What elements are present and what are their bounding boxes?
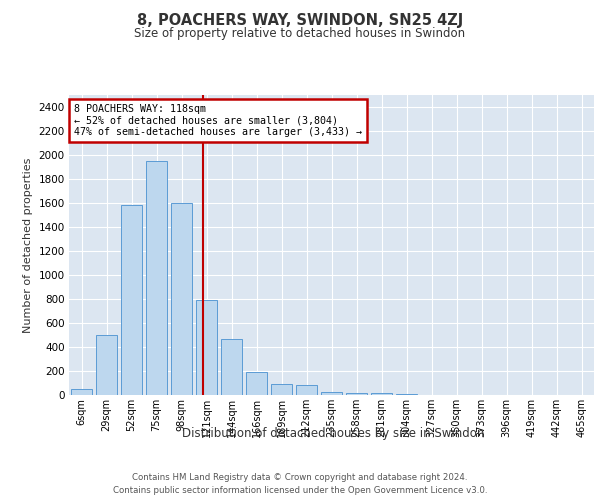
Bar bbox=[346, 392, 367, 395]
Text: 8 POACHERS WAY: 118sqm
← 52% of detached houses are smaller (3,804)
47% of semi-: 8 POACHERS WAY: 118sqm ← 52% of detached… bbox=[74, 104, 362, 137]
Bar bbox=[321, 392, 342, 395]
Bar bbox=[71, 389, 92, 395]
Bar bbox=[96, 335, 117, 395]
Bar bbox=[371, 392, 392, 395]
Y-axis label: Number of detached properties: Number of detached properties bbox=[23, 158, 33, 332]
Text: 8, POACHERS WAY, SWINDON, SN25 4ZJ: 8, POACHERS WAY, SWINDON, SN25 4ZJ bbox=[137, 12, 463, 28]
Text: Contains HM Land Registry data © Crown copyright and database right 2024.: Contains HM Land Registry data © Crown c… bbox=[132, 472, 468, 482]
Text: Size of property relative to detached houses in Swindon: Size of property relative to detached ho… bbox=[134, 28, 466, 40]
Bar bbox=[246, 372, 267, 395]
Bar bbox=[171, 203, 192, 395]
Bar bbox=[146, 161, 167, 395]
Bar bbox=[196, 300, 217, 395]
Bar bbox=[296, 386, 317, 395]
Text: Distribution of detached houses by size in Swindon: Distribution of detached houses by size … bbox=[182, 428, 484, 440]
Bar bbox=[396, 394, 417, 395]
Bar bbox=[221, 338, 242, 395]
Bar bbox=[271, 384, 292, 395]
Text: Contains public sector information licensed under the Open Government Licence v3: Contains public sector information licen… bbox=[113, 486, 487, 495]
Bar bbox=[121, 206, 142, 395]
